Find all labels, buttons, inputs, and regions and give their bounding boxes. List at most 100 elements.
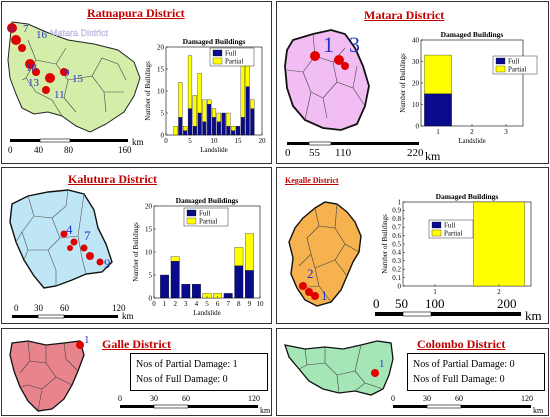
x-tick-label: 10 xyxy=(257,300,265,308)
colombo-scale-bar: 0 30 60 120 km xyxy=(391,394,544,415)
y-tick-label: 0.8 xyxy=(392,215,401,223)
x-tick-label: 1 xyxy=(163,300,167,308)
bar-full xyxy=(245,86,250,136)
damage-marker xyxy=(311,292,319,300)
point-label: 16 xyxy=(36,29,48,41)
x-tick-label: 10 xyxy=(211,137,219,145)
scale-tick: 0 xyxy=(285,147,291,159)
scale-tick: 30 xyxy=(34,303,44,313)
bar-partial xyxy=(250,99,255,109)
y-tick-label: 0 xyxy=(149,294,153,302)
kalutara-scale-bar: 0 30 60 120 km xyxy=(12,303,134,321)
ratnapura-district-shape xyxy=(7,21,141,133)
colombo-info-box: Nos of Partial Damage: 0 Nos of Full Dam… xyxy=(407,353,545,391)
y-axis-label: Number of Buildings xyxy=(132,222,140,282)
bar-full xyxy=(234,265,244,299)
y-tick-label: 0 xyxy=(416,122,420,130)
kegalle-damage-chart: Damaged Buildings00.10.20.30.40.50.60.70… xyxy=(381,192,532,296)
scale-tick: 110 xyxy=(335,147,352,159)
legend-swatch xyxy=(212,49,223,57)
y-tick-label: 0.6 xyxy=(392,232,401,240)
y-tick-label: 15 xyxy=(145,225,153,233)
galle-boundaries xyxy=(19,340,79,412)
bar-full xyxy=(183,130,188,136)
kalutara-district-shape xyxy=(9,189,113,289)
scale-tick: 0 xyxy=(8,145,13,155)
kalutara-title: Kalutura District xyxy=(68,172,157,186)
damage-marker xyxy=(18,44,26,52)
bar-partial xyxy=(178,82,183,118)
legend-label: Full xyxy=(225,50,236,58)
legend-swatch xyxy=(431,221,442,229)
y-tick-label: 15 xyxy=(157,65,165,73)
full-damage-count: Nos of Full Damage: 0 xyxy=(413,374,505,385)
x-tick-label: 4 xyxy=(195,300,199,308)
damage-marker xyxy=(76,341,84,349)
y-axis-label: Number of Buildings xyxy=(399,53,407,113)
full-damage-count: Nos of Full Damage: 0 xyxy=(136,374,228,385)
bar-full xyxy=(187,108,193,136)
point-label: 9 xyxy=(64,67,70,79)
legend-label: Partial xyxy=(508,66,526,74)
kalutara-boundaries xyxy=(15,189,87,286)
damage-marker xyxy=(80,244,88,252)
ratnapura-overlay-text: Matara District xyxy=(50,28,109,38)
x-tick-label: 5 xyxy=(188,137,192,145)
legend-swatch xyxy=(495,57,506,65)
point-label: 4 xyxy=(66,222,73,237)
colombo-title: Colombo District xyxy=(417,337,506,351)
y-tick-label: 5 xyxy=(149,271,153,279)
scale-tick: 120 xyxy=(112,303,126,313)
bar-partial xyxy=(234,247,244,266)
bar-partial xyxy=(183,126,188,131)
colombo-panel: Colombo District 1 Nos of Partial Damage… xyxy=(276,328,549,416)
point-label: 18 xyxy=(26,62,38,74)
kegalle-district-shape xyxy=(288,201,362,307)
y-tick-label: 0.9 xyxy=(392,207,401,215)
bar-full xyxy=(240,117,245,136)
y-tick-label: 30 xyxy=(412,58,420,66)
damage-marker xyxy=(60,68,68,76)
bar-full xyxy=(231,130,236,136)
x-axis-label: Landslide xyxy=(200,146,228,154)
y-axis-label: Number of Buildings xyxy=(381,214,389,274)
x-tick-label: 2 xyxy=(470,128,474,136)
kegalle-boundaries xyxy=(298,203,360,303)
scale-tick: 200 xyxy=(497,296,517,311)
damage-marker xyxy=(305,288,313,296)
ratnapura-panel: Ratnapura District Matara District 4 7 1… xyxy=(1,1,272,164)
matara-title: Matara District xyxy=(364,8,445,22)
point-label: 1 xyxy=(84,334,90,346)
scale-tick: 0 xyxy=(391,394,395,403)
x-tick-label: 5 xyxy=(205,300,209,308)
damage-marker xyxy=(60,230,68,238)
matara-panel: Matara District 1 3 0 55 110 220 km Dama… xyxy=(276,1,549,164)
bar-partial xyxy=(207,99,212,105)
damage-marker xyxy=(42,86,50,94)
damage-marker xyxy=(67,245,73,251)
y-tick-label: 0 xyxy=(161,131,165,139)
scale-unit: km xyxy=(132,137,144,147)
bar-partial xyxy=(231,126,236,131)
bar-full xyxy=(207,104,212,136)
damage-marker xyxy=(299,282,307,290)
ratnapura-boundaries xyxy=(21,39,127,117)
damage-marker xyxy=(25,59,35,69)
scale-tick: 60 xyxy=(60,303,70,313)
galle-info-box: Nos of Partial Damage: 1 Nos of Full Dam… xyxy=(130,353,268,391)
kegalle-title: Kegalle District xyxy=(285,176,339,185)
partial-damage-count: Nos of Partial Damage: 1 xyxy=(136,359,238,370)
chart-title: Damaged Buildings xyxy=(176,196,239,205)
scale-tick: 120 xyxy=(248,394,260,403)
scale-tick: 60 xyxy=(182,394,190,403)
point-label: 1 xyxy=(323,32,334,57)
x-tick-label: 0 xyxy=(164,137,168,145)
bar-partial xyxy=(245,233,254,271)
y-tick-label: 0.3 xyxy=(392,257,401,265)
point-label: 3 xyxy=(349,32,360,57)
damage-marker xyxy=(86,252,94,260)
bar-full xyxy=(178,117,183,136)
scale-tick: 100 xyxy=(425,296,445,311)
